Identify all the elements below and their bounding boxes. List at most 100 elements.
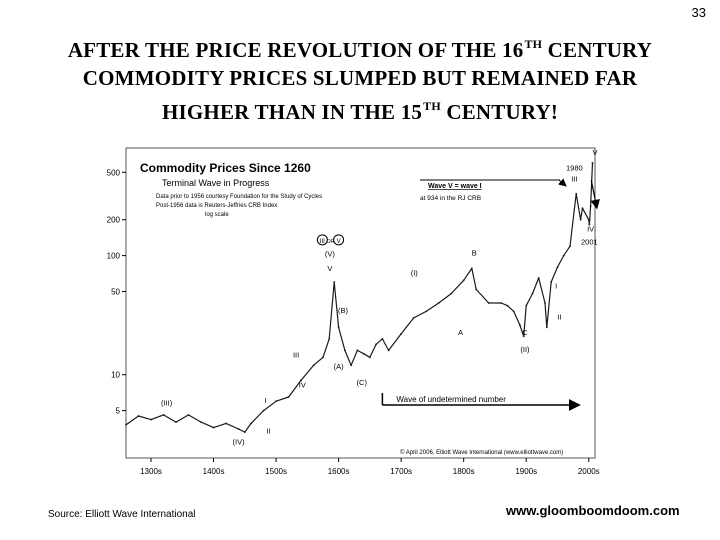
wave-label: IV: [587, 224, 594, 233]
title-line-1: AFTER THE PRICE REVOLUTION OF THE 16TH C…: [67, 37, 653, 62]
data-point: [137, 415, 140, 417]
data-point: [125, 423, 127, 426]
data-point: [512, 310, 515, 313]
wave-label: (IV): [233, 437, 246, 446]
wave-label: II: [266, 427, 270, 436]
data-point: [387, 349, 390, 352]
data-point: [506, 304, 509, 307]
x-tick-label: 1600s: [328, 467, 350, 476]
circled-or-text: OR: [326, 239, 334, 245]
wave-label: (I): [411, 269, 419, 278]
data-point: [362, 352, 365, 355]
wave-label: III: [293, 350, 299, 359]
data-point: [375, 343, 378, 346]
wave-label: II: [557, 313, 561, 322]
x-tick-label: 1800s: [453, 467, 475, 476]
data-point: [579, 218, 582, 221]
wave-label: (B): [338, 306, 349, 315]
x-tick-label: 1400s: [203, 467, 225, 476]
data-point: [322, 356, 324, 359]
wave-label: III: [571, 174, 577, 183]
data-point: [212, 426, 215, 429]
data-point: [544, 302, 546, 304]
wave-label: (II): [520, 345, 530, 354]
data-point: [150, 418, 152, 421]
wave-label: I: [264, 396, 266, 405]
data-point: [250, 422, 252, 425]
data-point: [356, 349, 359, 352]
undetermined-label: Wave of undetermined number: [396, 395, 506, 404]
data-point: [562, 254, 565, 257]
x-tick-label: 2000s: [578, 467, 600, 476]
y-tick-label: 10: [111, 371, 120, 380]
chart-svg: 5 10 50 100 200 500 1300s 1400s 1500s 1600s 1700s 1…: [107, 132, 601, 476]
data-point: [187, 414, 190, 416]
data-point: [587, 218, 590, 221]
data-point: [368, 356, 371, 359]
data-point: [500, 302, 503, 304]
data-point: [519, 324, 521, 327]
wave-label: V: [592, 148, 597, 157]
data-point: [537, 276, 540, 279]
data-point: [487, 302, 490, 304]
commodity-price-chart: 5 10 50 100 200 500 1300s 1400s 1500s 1600s 1700s 1…: [100, 132, 610, 485]
circled-wave-iii-text: III: [320, 239, 325, 245]
y-tick-label: 5: [116, 407, 121, 416]
wave-box-line2: at 934 in the RJ CRB: [420, 195, 481, 202]
x-tick-label: 1900s: [515, 467, 537, 476]
data-point: [591, 161, 594, 164]
y-tick-label: 200: [107, 216, 121, 225]
chart-title: Commodity Prices Since 1260: [140, 161, 311, 175]
wave-label: A: [458, 328, 463, 337]
y-tick-label: 500: [107, 168, 121, 177]
data-point: [462, 279, 465, 282]
wave-label: (III): [589, 140, 601, 141]
chart-subtitle: Terminal Wave in Progress: [162, 178, 270, 188]
wave-label: IV: [299, 381, 306, 390]
wave-box-line1: Wave V = wave I: [428, 183, 482, 190]
chart-copyright: © April 2006, Elliott Wave International…: [400, 449, 563, 456]
circled-wave-v-text: V: [337, 239, 341, 245]
data-point: [225, 422, 227, 425]
plot-frame: [125, 147, 596, 459]
wave-label: V: [327, 264, 332, 273]
data-point: [531, 292, 534, 295]
data-point: [581, 207, 584, 210]
data-point: [400, 333, 403, 335]
data-point: [300, 379, 302, 382]
data-point: [237, 428, 240, 430]
wave-label: C: [522, 328, 528, 337]
data-point: [569, 245, 571, 248]
title-line-3: HIGHER THAN IN THE 15TH CENTURY!: [161, 99, 559, 124]
wave-label: (III): [161, 399, 173, 408]
y-tick-label: 100: [107, 252, 121, 261]
x-tick-label: 1500s: [265, 467, 287, 476]
y-tick-label: 50: [111, 287, 120, 296]
wave-label: (C): [357, 378, 368, 387]
data-point: [588, 223, 591, 226]
data-point: [175, 421, 177, 424]
data-point: [475, 288, 478, 291]
circled-wave-iii: [316, 234, 328, 246]
wave-box-pointer: [558, 178, 567, 187]
chart-note: Post-1956 data is Reuters-Jeffries CRB I…: [156, 203, 277, 209]
wave-label: 2001: [581, 237, 598, 246]
data-point: [525, 304, 528, 307]
data-point: [350, 364, 353, 367]
x-tick-label: 1300s: [140, 467, 162, 476]
data-point: [437, 302, 440, 304]
chart-note: Data prior to 1956 courtesy Foundation f…: [156, 194, 322, 200]
data-point: [337, 326, 340, 329]
projection-arrow: [590, 180, 600, 210]
wave-label: 1980: [566, 163, 583, 172]
data-point: [522, 335, 525, 338]
website-link[interactable]: www.gloomboomdoom.com: [506, 503, 680, 518]
chart-note: log scale: [205, 212, 229, 218]
title-line-2: COMMODITY PRICES SLUMPED BUT REMAINED FA…: [82, 66, 638, 90]
data-point: [381, 337, 384, 340]
slide-title: AFTER THE PRICE REVOLUTION OF THE 16TH C…: [0, 30, 720, 126]
data-point: [162, 414, 165, 416]
data-point: [450, 292, 453, 295]
data-point: [412, 316, 415, 319]
data-point: [333, 281, 336, 283]
